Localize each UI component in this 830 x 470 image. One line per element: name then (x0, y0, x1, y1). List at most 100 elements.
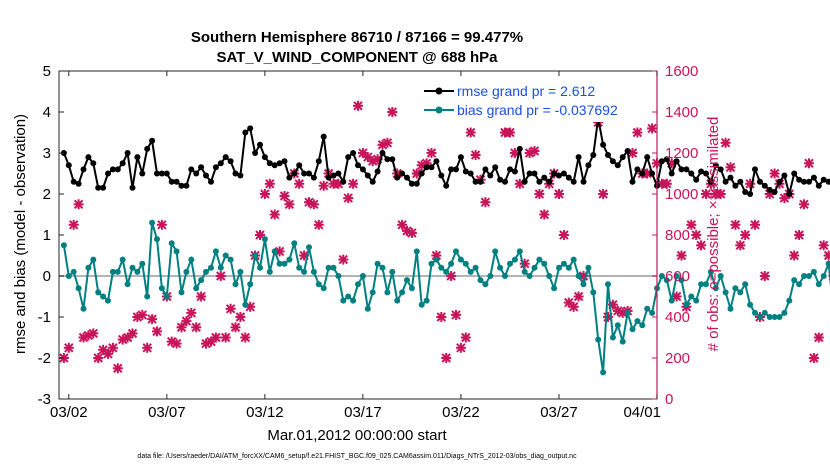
rmse-point (384, 156, 391, 163)
bias-point (683, 301, 690, 308)
obs-count-marker (318, 180, 329, 191)
rmse-point (217, 160, 224, 167)
bias-point (796, 281, 803, 288)
rmse-point (433, 158, 440, 165)
obs-count-marker (701, 189, 711, 199)
obs-count-marker (240, 332, 251, 343)
obs-count-marker (568, 301, 579, 312)
rmse-point (619, 154, 626, 161)
x-tick-label: 03/27 (540, 404, 578, 421)
bias-point (222, 252, 229, 259)
rmse-point (703, 170, 709, 177)
obs-count-marker (147, 314, 158, 325)
rmse-point (105, 170, 111, 177)
bias-point (595, 336, 602, 343)
bias-point (516, 248, 523, 255)
bias-point (781, 309, 788, 316)
bias-point (369, 289, 376, 296)
obs-count-marker (769, 168, 780, 179)
bias-point (629, 326, 636, 333)
bias-point (198, 277, 205, 284)
y2-axis-label: # of obs: o=possible; ×=assimilated (705, 117, 722, 352)
rmse-point (791, 170, 798, 177)
rmse-point (232, 170, 239, 177)
bias-point (310, 268, 317, 275)
rmse-point (482, 166, 489, 173)
rmse-point (85, 154, 92, 161)
obs-count-marker (308, 199, 319, 210)
obs-count-marker (68, 219, 79, 230)
rmse-point (605, 152, 611, 158)
bias-point (257, 264, 263, 271)
rmse-point (183, 182, 190, 189)
bias-point (134, 268, 141, 275)
rmse-point (286, 174, 293, 181)
y-tick-label: 3 (43, 145, 51, 162)
bias-point (384, 289, 391, 296)
bias-point (619, 338, 626, 345)
chart-subtitle: SAT_V_WIND_COMPONENT @ 688 hPa (216, 49, 498, 66)
obs-count-marker (598, 189, 609, 199)
rmse-point (404, 174, 410, 181)
bias-point (565, 264, 572, 271)
rmse-point (173, 178, 180, 185)
rmse-point (65, 162, 72, 169)
bias-point (193, 285, 200, 292)
obs-count-marker (181, 316, 192, 327)
bias-point (776, 314, 783, 320)
bias-point (340, 297, 347, 304)
rmse-point (178, 182, 185, 189)
rmse-point (306, 170, 312, 177)
bias-point (173, 248, 180, 255)
rmse-point (90, 160, 97, 167)
bias-point (109, 268, 116, 275)
rmse-point (658, 158, 665, 165)
obs-count-marker (343, 193, 354, 204)
bias-point (810, 268, 817, 275)
rmse-point (355, 162, 361, 169)
rmse-point (649, 170, 656, 177)
rmse-point (257, 141, 263, 148)
obs-count-marker (127, 328, 138, 339)
y-tick-label: -3 (38, 391, 51, 408)
bias-point (237, 268, 244, 275)
bias-point (771, 314, 778, 320)
bias-point (60, 242, 67, 249)
bias-point (144, 293, 151, 300)
legend-bias-marker (435, 106, 443, 114)
bias-point (178, 289, 185, 296)
bias-point (815, 281, 822, 288)
rmse-point (560, 170, 567, 177)
bias-point (399, 289, 406, 296)
obs-count-marker (436, 312, 447, 322)
bias-point (600, 369, 607, 376)
obs-count-marker (676, 250, 687, 261)
obs-count-marker (441, 353, 452, 363)
rmse-point (766, 186, 773, 193)
bias-point (350, 297, 357, 304)
bias-point (438, 264, 445, 271)
obs-count-marker (818, 240, 829, 251)
bias-point (168, 240, 175, 247)
bias-point (389, 268, 396, 275)
obs-count-marker (573, 291, 584, 302)
bias-point (580, 281, 587, 288)
obs-count-marker (735, 240, 746, 251)
rmse-point (296, 162, 303, 169)
rmse-point (756, 178, 763, 185)
bias-point (614, 322, 621, 329)
y2-tick-label: 600 (665, 268, 690, 285)
y-tick-label: 5 (43, 63, 51, 80)
rmse-line (62, 118, 830, 196)
rmse-point (227, 158, 234, 165)
obs-count-marker (259, 189, 270, 199)
bias-point (306, 244, 312, 251)
bias-point (433, 256, 440, 263)
bias-point (624, 309, 631, 316)
rmse-point (732, 182, 739, 189)
rmse-point (423, 164, 430, 171)
bias-point (423, 297, 430, 304)
bias-point (335, 273, 342, 279)
bias-point (673, 273, 680, 279)
rmse-point (487, 172, 494, 179)
